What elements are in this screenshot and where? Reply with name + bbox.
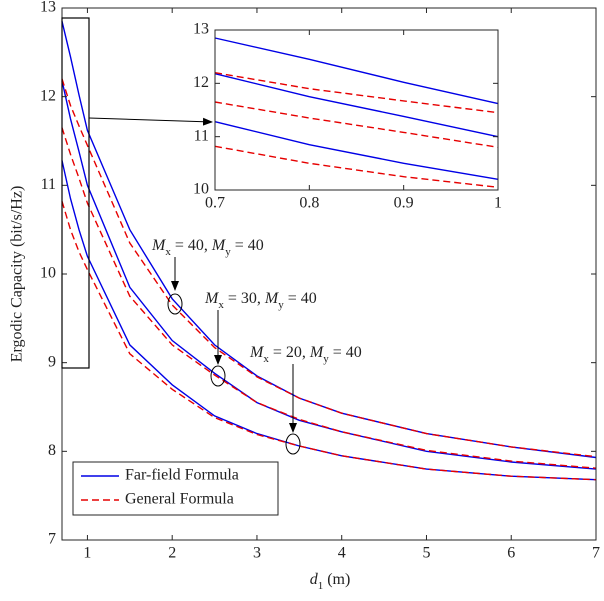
- annotation-part: M: [211, 237, 227, 254]
- annotation-ellipse: [210, 365, 226, 387]
- y-tick-label: 10: [193, 181, 209, 198]
- annotation-part: M: [204, 290, 220, 307]
- annotation-part: M: [249, 344, 265, 361]
- y-tick-label: 11: [41, 176, 56, 193]
- y-tick-label: 8: [48, 442, 56, 459]
- x-axis-label-part: 1: [318, 580, 324, 592]
- x-tick-label: 0.7: [205, 195, 225, 212]
- annotation-part: y: [323, 353, 329, 365]
- annotation-part: M: [309, 344, 325, 361]
- curve: [214, 101, 499, 148]
- curve: [61, 127, 597, 469]
- x-tick-label: 0.8: [299, 195, 319, 212]
- curve: [214, 145, 499, 188]
- plot-area: [215, 30, 498, 190]
- annotation-part: = 40: [231, 237, 264, 254]
- annotation-part: y: [278, 299, 284, 311]
- x-tick-label: 4: [338, 545, 346, 562]
- zoom-box: [61, 17, 90, 369]
- x-tick-label: 3: [253, 545, 261, 562]
- y-tick-label: 9: [48, 353, 56, 370]
- x-axis-label-part: (m): [323, 571, 350, 588]
- y-tick-label: 13: [193, 21, 209, 38]
- x-tick-label: 5: [422, 545, 430, 562]
- y-axis-label: Ergodic Capacity (bit/s/Hz): [9, 186, 26, 363]
- x-tick-label: 1: [494, 195, 502, 212]
- x-tick-label: 7: [592, 545, 600, 562]
- curve: [61, 80, 597, 470]
- curve: [61, 78, 597, 458]
- legend-label: General Formula: [125, 491, 234, 508]
- x-tick-label: 2: [168, 545, 176, 562]
- annotation-part: x: [165, 246, 171, 258]
- x-tick-label: 0.9: [394, 195, 414, 212]
- x-axis-label: d1 (m): [310, 571, 351, 592]
- curve: [214, 73, 499, 138]
- annotation-part: = 20,: [269, 344, 310, 361]
- axes-box: [214, 29, 499, 191]
- annotation: Mx = 40, My = 40: [151, 237, 264, 258]
- annotation: Mx = 20, My = 40: [249, 344, 362, 365]
- curve: [214, 72, 499, 114]
- annotation-part: y: [225, 246, 231, 258]
- legend-label: Far-field Formula: [125, 467, 239, 484]
- y-tick-label: 10: [40, 265, 56, 282]
- y-tick-label: 12: [40, 87, 56, 104]
- annotation-part: M: [151, 237, 167, 254]
- y-tick-label: 7: [48, 531, 56, 548]
- annotation-ellipse: [167, 293, 183, 315]
- annotation-part: x: [263, 353, 269, 365]
- x-tick-label: 6: [507, 545, 515, 562]
- curve: [61, 160, 597, 481]
- x-axis-label-part: d: [310, 571, 319, 588]
- x-tick-label: 1: [83, 545, 91, 562]
- annotation-part: = 30,: [224, 290, 265, 307]
- legend-box: [72, 461, 279, 516]
- annotation-part: = 40: [284, 290, 317, 307]
- zoom-arrow: [88, 117, 213, 126]
- annotation-part: x: [218, 299, 224, 311]
- annotation-part: = 40: [329, 344, 362, 361]
- curve: [214, 121, 499, 180]
- curve: [214, 37, 499, 105]
- y-tick-label: 11: [194, 127, 209, 144]
- y-tick-label: 12: [193, 74, 209, 91]
- annotation-part: = 40,: [171, 237, 212, 254]
- annotation: Mx = 30, My = 40: [204, 290, 317, 311]
- y-tick-label: 13: [40, 0, 56, 16]
- annotation-ellipse: [285, 433, 301, 455]
- annotation-part: M: [264, 290, 280, 307]
